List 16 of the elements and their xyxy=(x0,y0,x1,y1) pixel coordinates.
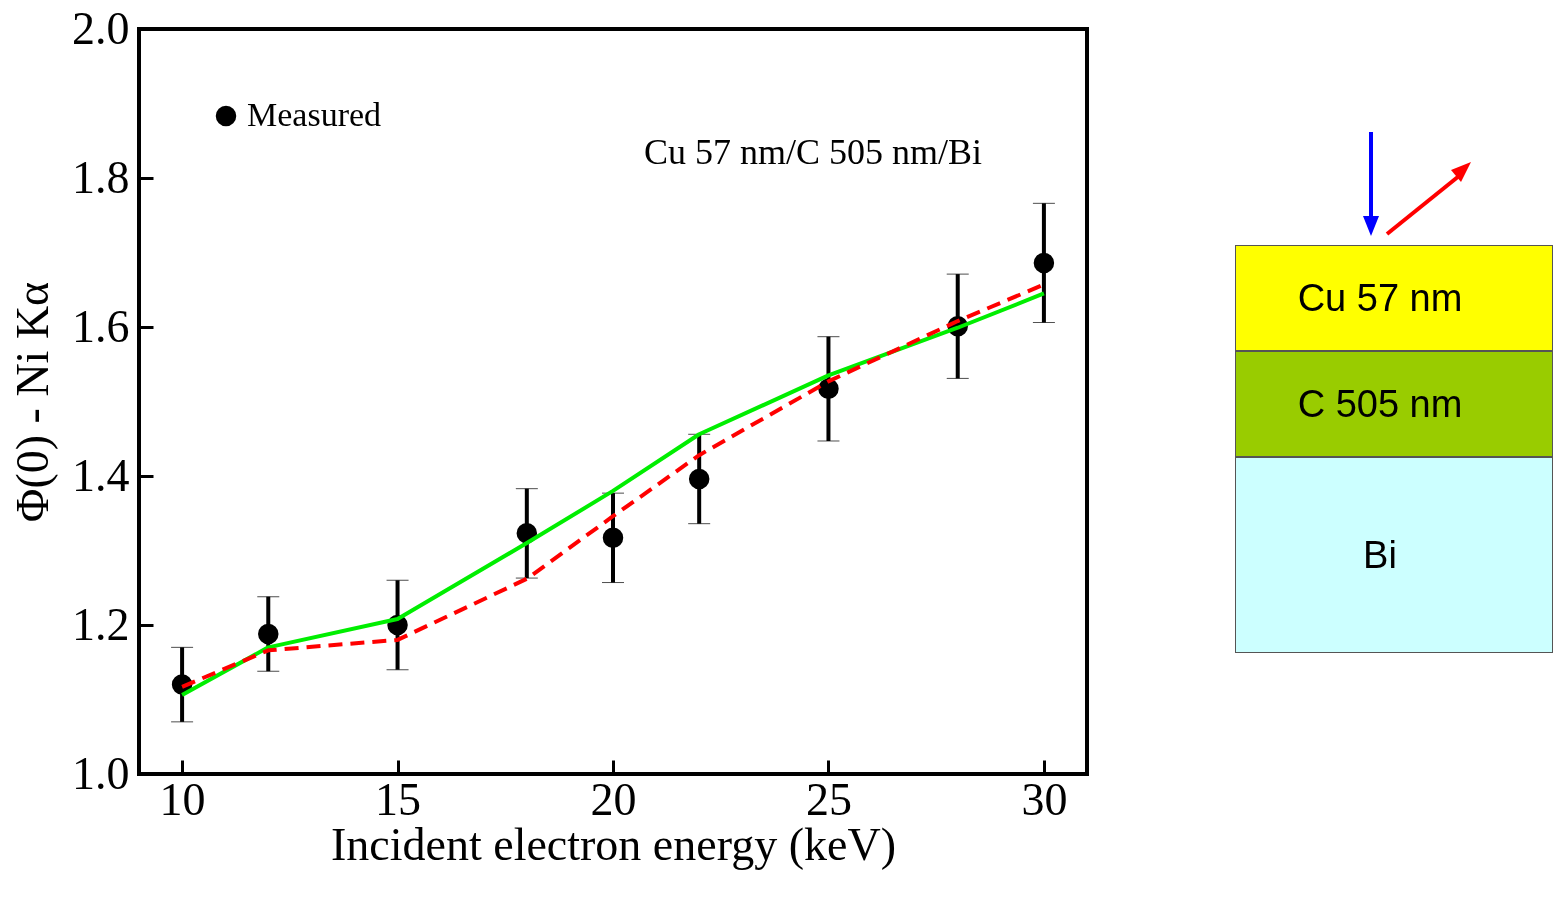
y-tick-label: 1.0 xyxy=(72,747,130,799)
y-tick-label: 1.4 xyxy=(72,449,130,501)
x-tick-label: 10 xyxy=(159,773,206,825)
point xyxy=(258,623,279,645)
y-tick-label: 1.6 xyxy=(72,300,130,352)
layer-stack: Cu 57 nm C 505 nm Bi xyxy=(1235,245,1553,653)
legend-label: Measured xyxy=(247,96,382,133)
point xyxy=(1033,252,1055,274)
x-tick-label: 30 xyxy=(1021,773,1068,825)
y-tick-label: 2.0 xyxy=(72,2,130,54)
y-axis-title: Φ(0) - Ni Kα xyxy=(7,281,58,523)
y-tick-label: 1.2 xyxy=(72,598,130,650)
point xyxy=(688,468,710,490)
point xyxy=(602,527,624,549)
y-tick-label: 1.8 xyxy=(72,151,130,203)
annotation: Cu 57 nm/C 505 nm/Bi xyxy=(644,132,983,172)
